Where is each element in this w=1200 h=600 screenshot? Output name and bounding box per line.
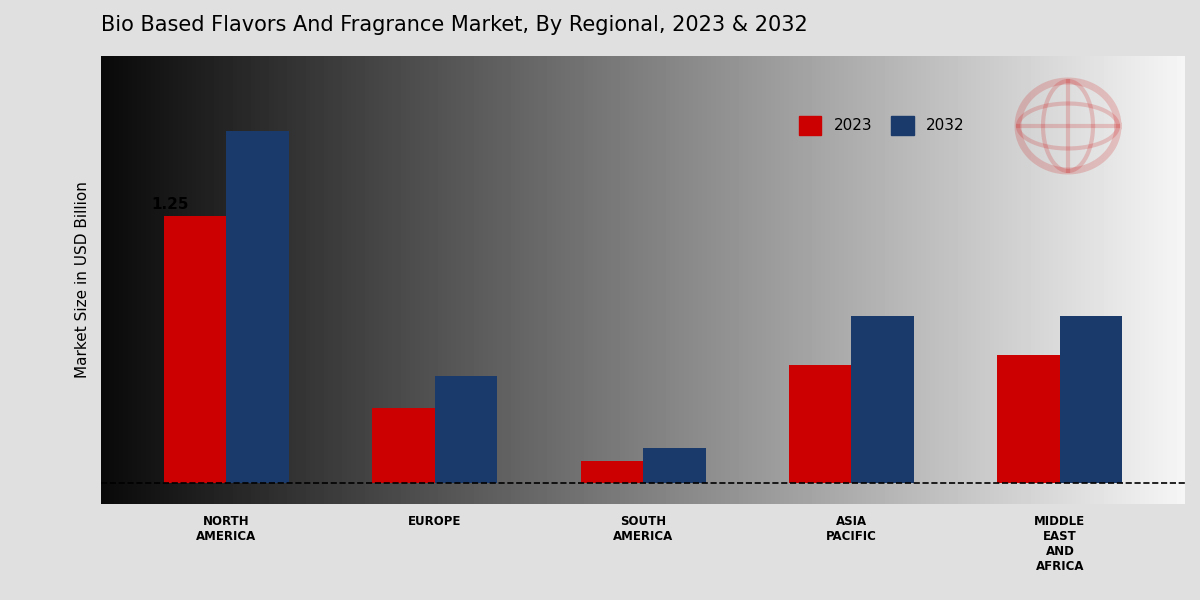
Bar <box>434 376 497 482</box>
Legend: 2023, 2032: 2023, 2032 <box>791 109 972 142</box>
Bar <box>1060 316 1122 482</box>
Bar <box>997 355 1060 482</box>
Bar <box>852 316 914 482</box>
Bar <box>643 448 706 482</box>
Bar <box>788 365 852 482</box>
Bar <box>581 461 643 482</box>
Bar <box>226 131 289 482</box>
Text: Bio Based Flavors And Fragrance Market, By Regional, 2023 & 2032: Bio Based Flavors And Fragrance Market, … <box>101 15 808 35</box>
Bar <box>163 216 226 482</box>
Text: 1.25: 1.25 <box>151 197 188 212</box>
Bar <box>372 408 434 482</box>
Y-axis label: Market Size in USD Billion: Market Size in USD Billion <box>74 182 90 379</box>
